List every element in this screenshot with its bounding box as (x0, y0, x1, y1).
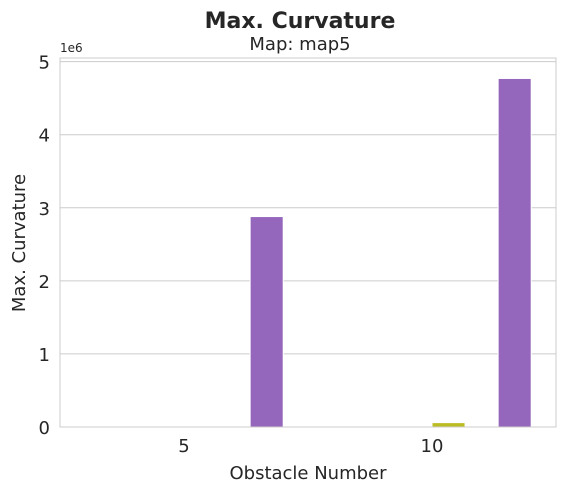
plot-frame (59, 57, 557, 428)
y-tick-labels: 0 1 2 3 4 5 (39, 53, 50, 439)
y-tick-label: 0 (39, 418, 50, 439)
y-tick-label: 4 (39, 126, 50, 147)
y-axis-label: Max. Curvature (9, 174, 30, 312)
bar (431, 422, 466, 428)
x-tick-label: 10 (421, 436, 444, 457)
bar (497, 77, 532, 428)
y-gridlines (60, 61, 556, 428)
y-tick-label: 3 (39, 199, 50, 220)
x-tick-label: 5 (178, 436, 189, 457)
chart-title: Max. Curvature (205, 9, 396, 34)
x-axis-label: Obstacle Number (229, 463, 387, 484)
bars (249, 77, 532, 428)
x-tick-labels: 5 10 (178, 436, 443, 457)
y-multiplier-label: 1e6 (60, 41, 83, 55)
y-tick-label: 2 (39, 272, 50, 293)
y-tick-label: 5 (39, 53, 50, 74)
chart-subtitle: Map: map5 (249, 34, 350, 55)
y-tick-label: 1 (39, 345, 50, 366)
bar (249, 216, 284, 428)
